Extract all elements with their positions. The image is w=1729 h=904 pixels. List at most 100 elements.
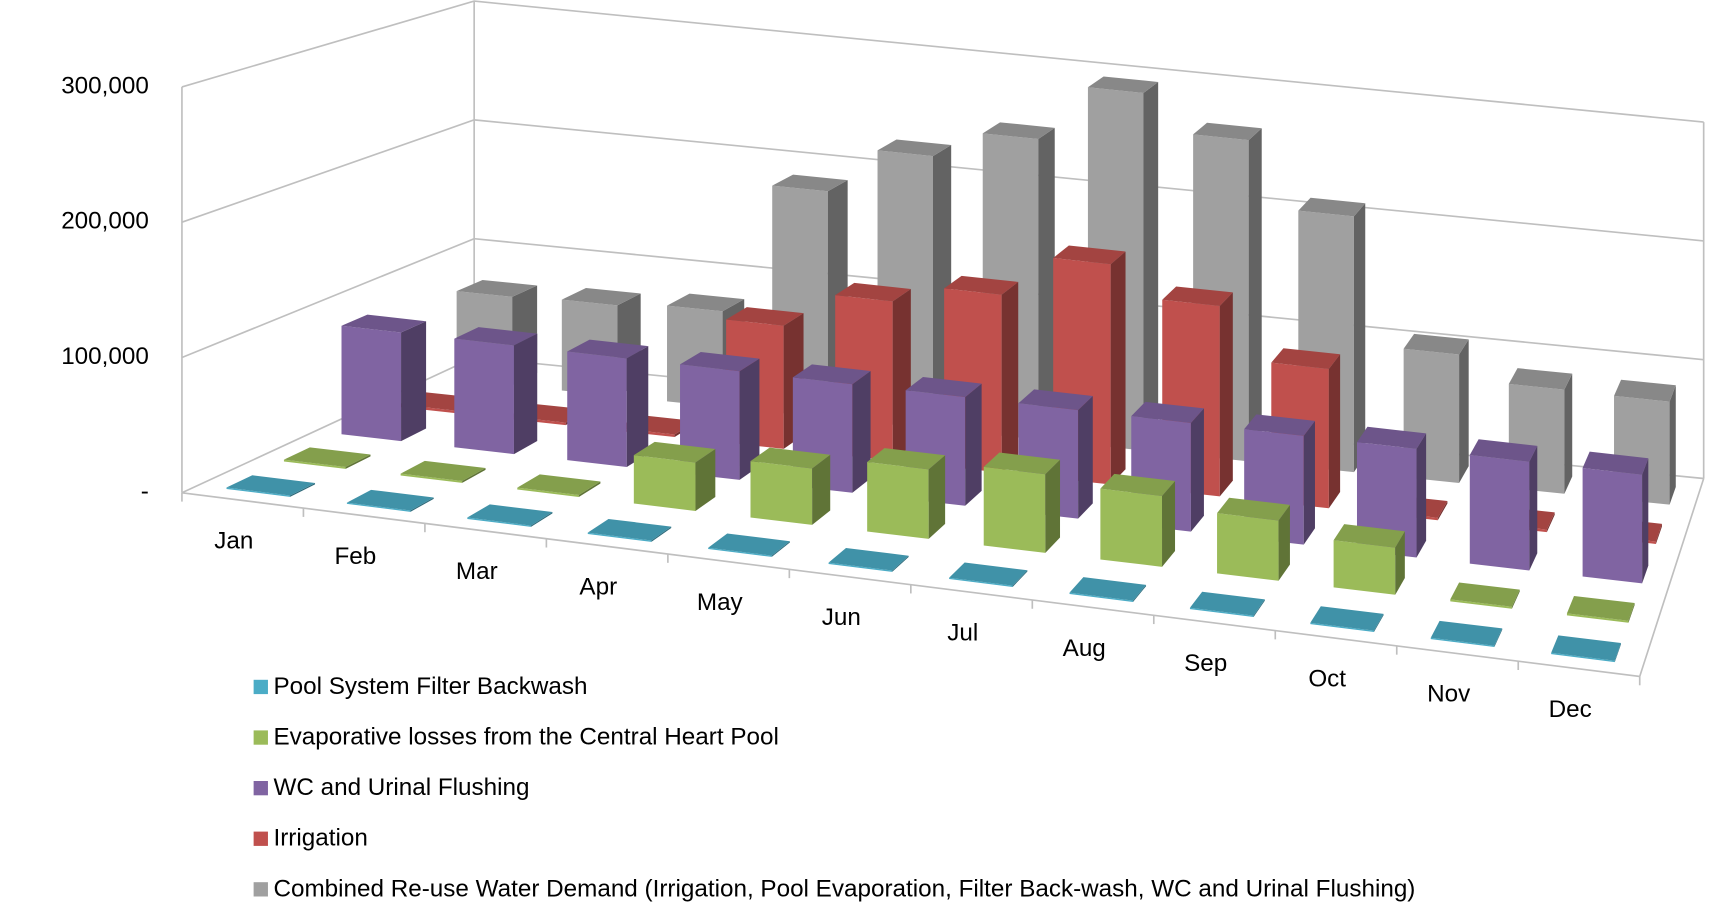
- bar-side: [1248, 128, 1262, 462]
- bar-top: [1100, 473, 1176, 496]
- bar-side: [1511, 589, 1520, 609]
- bar-top: [1217, 497, 1290, 521]
- bar-top: [1403, 333, 1469, 355]
- bar: [1469, 439, 1538, 571]
- bar-front: [1217, 513, 1279, 581]
- bar-top: [1333, 524, 1405, 548]
- bar-top: [1469, 439, 1538, 462]
- legend-swatch: [253, 781, 268, 796]
- bar-top: [1018, 389, 1093, 411]
- bar-top: [1244, 414, 1315, 436]
- bar-top: [346, 489, 434, 511]
- bar-front: [828, 562, 893, 572]
- bar-top: [1087, 76, 1159, 93]
- x-tick-label: Jun: [822, 604, 861, 631]
- bar: [867, 448, 946, 539]
- bar-front: [633, 455, 696, 511]
- bar-side: [345, 454, 371, 469]
- bar-top: [1298, 197, 1366, 217]
- bar-top: [982, 122, 1055, 140]
- bar: [1582, 451, 1649, 584]
- bar-top: [1430, 620, 1503, 646]
- bar-top: [1193, 122, 1262, 141]
- bar-side: [1546, 512, 1555, 533]
- bar-front: [867, 462, 929, 539]
- bar-top: [1582, 451, 1649, 475]
- bar-top: [1162, 286, 1233, 307]
- bar-side: [578, 481, 601, 497]
- x-tick-label: Dec: [1549, 696, 1592, 723]
- bar-front: [983, 466, 1046, 553]
- bar: [828, 548, 909, 572]
- bar-side: [1190, 408, 1204, 532]
- bar-side: [1416, 433, 1427, 558]
- bar-top: [1310, 606, 1384, 631]
- bar-side: [928, 455, 946, 539]
- bar-side: [965, 383, 982, 506]
- x-tick-label: May: [697, 589, 744, 616]
- legend-label: Combined Re-use Water Demand (Irrigation…: [273, 875, 1415, 902]
- grid-line: [181, 0, 1704, 123]
- bar-side: [1395, 531, 1405, 595]
- y-tick-label: 100,000: [61, 343, 149, 370]
- legend-swatch: [253, 831, 268, 846]
- legend-label: Irrigation: [273, 825, 367, 852]
- bar: [1100, 473, 1176, 567]
- bar-front: [1069, 592, 1134, 603]
- bar-side: [1001, 281, 1019, 473]
- bar-side: [462, 468, 486, 483]
- bar-front: [587, 532, 652, 542]
- bar-side: [1303, 420, 1315, 545]
- x-tick-label: Sep: [1184, 650, 1227, 677]
- bar-front: [949, 577, 1013, 587]
- bar: [1069, 577, 1147, 603]
- bar: [750, 447, 831, 525]
- bar-top: [1271, 348, 1341, 369]
- bar: [1189, 591, 1265, 617]
- bar: [346, 489, 434, 512]
- bar-top: [667, 293, 745, 312]
- bar-side: [812, 454, 831, 525]
- bar-top: [1053, 245, 1126, 265]
- bar-side: [1669, 385, 1676, 505]
- x-tick-label: Feb: [334, 543, 376, 570]
- y-tick-label: 300,000: [61, 72, 149, 99]
- bar-side: [410, 497, 434, 512]
- bar-front: [1566, 613, 1629, 623]
- bar-side: [771, 541, 790, 557]
- bar-side: [651, 526, 672, 542]
- bar: [341, 314, 427, 442]
- bar-side: [1373, 613, 1384, 633]
- bar-top: [983, 452, 1061, 475]
- bar-side: [1038, 127, 1055, 440]
- bar-top: [835, 282, 911, 302]
- bar-side: [626, 346, 649, 467]
- bar-top: [1614, 379, 1676, 402]
- x-tick-label: Nov: [1427, 681, 1471, 708]
- bar-front: [567, 351, 627, 467]
- bar-side: [1253, 599, 1265, 617]
- bar-top: [283, 447, 371, 468]
- legend-label: WC and Urinal Flushing: [273, 774, 529, 801]
- legend-swatch: [253, 679, 268, 695]
- bar-side: [695, 449, 716, 511]
- bar-top: [1189, 591, 1265, 616]
- bar-top: [1508, 368, 1573, 390]
- y-tick-label: 200,000: [61, 208, 149, 235]
- bar-top: [1450, 582, 1520, 607]
- bar: [983, 452, 1061, 553]
- bar-front: [1430, 637, 1495, 648]
- bar-top: [567, 339, 649, 359]
- bar-top: [226, 475, 316, 496]
- legend-swatch: [253, 882, 268, 897]
- bar: [1551, 635, 1621, 663]
- bar-side: [513, 333, 538, 455]
- bar-top: [708, 533, 790, 556]
- bar-top: [1551, 635, 1621, 661]
- x-tick-label: Mar: [456, 558, 498, 585]
- bar-top: [467, 504, 553, 526]
- bar-side: [1494, 628, 1503, 648]
- bar-side: [1012, 570, 1028, 587]
- x-tick-label: Aug: [1063, 635, 1106, 662]
- bar-front: [1100, 488, 1163, 567]
